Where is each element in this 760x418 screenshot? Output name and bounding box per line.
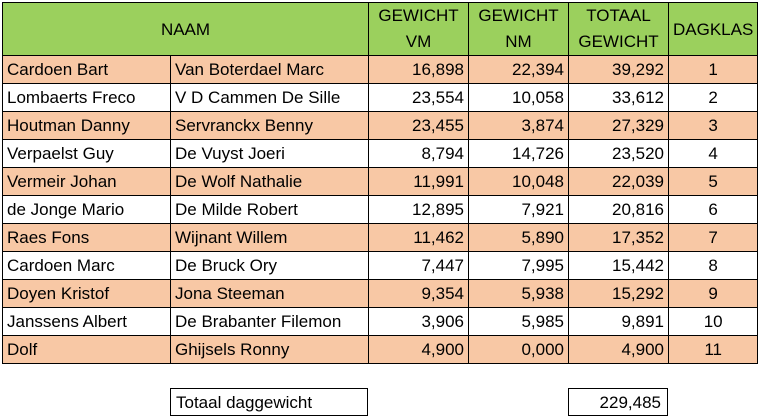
rank-cell: 8 [667, 251, 759, 280]
name2-cell: De Vuyst Joeri [170, 139, 369, 168]
name2-cell: De Wolf Nathalie [170, 167, 369, 196]
header-dagklas: DAGKLAS [667, 2, 759, 56]
vm-cell: 23,455 [368, 111, 469, 140]
header-naam: NAAM [2, 2, 369, 56]
table-row: Verpaelst Guy De Vuyst Joeri 8,794 14,72… [2, 139, 759, 168]
name1-cell: Raes Fons [2, 223, 171, 252]
header-row: NAAM GEWICHT VM GEWICHT NM TOTAAL GEWICH… [2, 2, 759, 56]
nm-cell: 14,726 [468, 139, 569, 168]
table-row: Vermeir Johan De Wolf Nathalie 11,991 10… [2, 167, 759, 196]
total-cell: 4,900 [568, 335, 669, 364]
name1-cell: de Jonge Mario [2, 195, 171, 224]
name2-cell: V D Cammen De Sille [170, 83, 369, 112]
total-cell: 15,292 [568, 279, 669, 308]
header-totaal-line1: TOTAAL [586, 6, 651, 25]
rank-cell: 11 [667, 335, 759, 364]
nm-cell: 7,921 [468, 195, 569, 224]
total-cell: 27,329 [568, 111, 669, 140]
name1-cell: Lombaerts Freco [2, 83, 171, 112]
total-cell: 17,352 [568, 223, 669, 252]
vm-cell: 7,447 [368, 251, 469, 280]
vm-cell: 23,554 [368, 83, 469, 112]
nm-cell: 5,985 [468, 307, 569, 336]
header-gewicht-vm-line1: GEWICHT [378, 6, 459, 25]
total-daily-weight-value: 229,485 [568, 388, 668, 416]
nm-cell: 7,995 [468, 251, 569, 280]
rank-cell: 9 [667, 279, 759, 308]
rank-cell: 7 [667, 223, 759, 252]
rank-cell: 3 [667, 111, 759, 140]
vm-cell: 12,895 [368, 195, 469, 224]
vm-cell: 9,354 [368, 279, 469, 308]
table-row: Houtman Danny Servranckx Benny 23,455 3,… [2, 111, 759, 140]
nm-cell: 10,058 [468, 83, 569, 112]
table-row: Cardoen Marc De Bruck Ory 7,447 7,995 15… [2, 251, 759, 280]
vm-cell: 11,462 [368, 223, 469, 252]
vm-cell: 3,906 [368, 307, 469, 336]
name2-cell: Jona Steeman [170, 279, 369, 308]
name2-cell: Ghijsels Ronny [170, 335, 369, 364]
table-row: Dolf Ghijsels Ronny 4,900 0,000 4,900 11 [2, 335, 759, 364]
name1-cell: Janssens Albert [2, 307, 171, 336]
header-totaal-line2: GEWICHT [578, 32, 659, 51]
table-row: Doyen Kristof Jona Steeman 9,354 5,938 1… [2, 279, 759, 308]
header-gewicht-nm: GEWICHT NM [468, 2, 569, 56]
name2-cell: Van Boterdael Marc [170, 55, 369, 84]
nm-cell: 3,874 [468, 111, 569, 140]
rank-cell: 2 [667, 83, 759, 112]
total-cell: 33,612 [568, 83, 669, 112]
name2-cell: De Milde Robert [170, 195, 369, 224]
nm-cell: 0,000 [468, 335, 569, 364]
name1-cell: Verpaelst Guy [2, 139, 171, 168]
table-row: Lombaerts Freco V D Cammen De Sille 23,5… [2, 83, 759, 112]
nm-cell: 5,938 [468, 279, 569, 308]
nm-cell: 22,394 [468, 55, 569, 84]
header-gewicht-vm: GEWICHT VM [368, 2, 469, 56]
header-gewicht-vm-line2: VM [405, 32, 432, 51]
total-cell: 39,292 [568, 55, 669, 84]
table-row: de Jonge Mario De Milde Robert 12,895 7,… [2, 195, 759, 224]
name1-cell: Dolf [2, 335, 171, 364]
name1-cell: Cardoen Bart [2, 55, 171, 84]
total-daily-weight-label: Totaal daggewicht [170, 388, 368, 416]
vm-cell: 4,900 [368, 335, 469, 364]
header-gewicht-nm-line2: NM [505, 32, 532, 51]
name1-cell: Vermeir Johan [2, 167, 171, 196]
total-cell: 23,520 [568, 139, 669, 168]
total-cell: 15,442 [568, 251, 669, 280]
table-row: Cardoen Bart Van Boterdael Marc 16,898 2… [2, 55, 759, 84]
name1-cell: Cardoen Marc [2, 251, 171, 280]
nm-cell: 5,890 [468, 223, 569, 252]
vm-cell: 11,991 [368, 167, 469, 196]
rank-cell: 4 [667, 139, 759, 168]
total-cell: 20,816 [568, 195, 669, 224]
name1-cell: Doyen Kristof [2, 279, 171, 308]
table-row: Raes Fons Wijnant Willem 11,462 5,890 17… [2, 223, 759, 252]
rank-cell: 1 [667, 55, 759, 84]
nm-cell: 10,048 [468, 167, 569, 196]
name2-cell: De Brabanter Filemon [170, 307, 369, 336]
rank-cell: 5 [667, 167, 759, 196]
name2-cell: Servranckx Benny [170, 111, 369, 140]
name2-cell: De Bruck Ory [170, 251, 369, 280]
results-table: NAAM GEWICHT VM GEWICHT NM TOTAAL GEWICH… [2, 2, 759, 364]
rank-cell: 6 [667, 195, 759, 224]
header-totaal-gewicht: TOTAAL GEWICHT [568, 2, 669, 56]
name2-cell: Wijnant Willem [170, 223, 369, 252]
table-row: Janssens Albert De Brabanter Filemon 3,9… [2, 307, 759, 336]
vm-cell: 16,898 [368, 55, 469, 84]
header-gewicht-nm-line1: GEWICHT [478, 6, 559, 25]
rank-cell: 10 [667, 307, 759, 336]
vm-cell: 8,794 [368, 139, 469, 168]
total-cell: 9,891 [568, 307, 669, 336]
name1-cell: Houtman Danny [2, 111, 171, 140]
total-cell: 22,039 [568, 167, 669, 196]
